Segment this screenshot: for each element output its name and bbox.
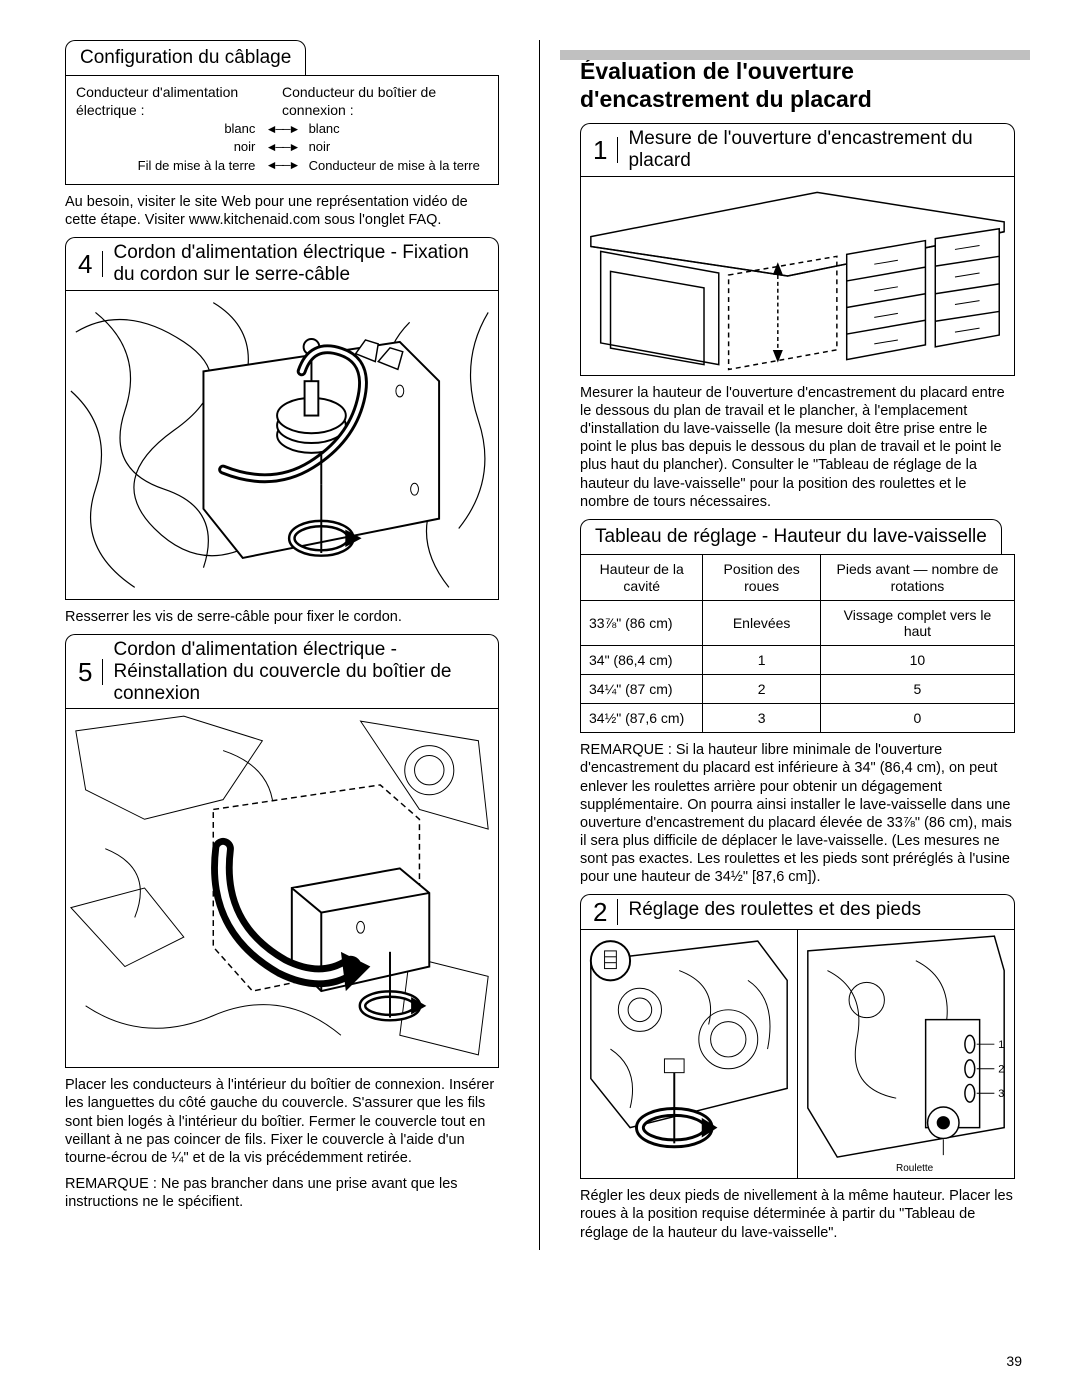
step4-title: Cordon d'alimentation électrique - Fixat… <box>113 242 488 286</box>
table-cell: Enlevées <box>703 601 820 646</box>
step5-header: 5 Cordon d'alimentation électrique - Réi… <box>65 634 499 709</box>
left-column: Configuration du câblage Conducteur d'al… <box>50 40 540 1250</box>
table-header: Hauteur de la cavité <box>581 554 703 601</box>
right-column: Évaluation de l'ouverture d'encastrement… <box>540 40 1030 1250</box>
step-number: 1 <box>587 137 618 163</box>
wire-right: Conducteur de mise à la terre <box>303 158 488 174</box>
roulette-label: Roulette <box>896 1163 933 1174</box>
page-number: 39 <box>1006 1353 1022 1369</box>
step4-header: 4 Cordon d'alimentation électrique - Fix… <box>65 237 499 290</box>
table-row: 34½" (87,6 cm) 3 0 <box>581 704 1015 733</box>
step4-illustration <box>65 290 499 600</box>
table-cell: 10 <box>820 646 1014 675</box>
table-cell: Vissage complet vers le haut <box>820 601 1014 646</box>
mark-1: 1 <box>998 1039 1004 1051</box>
table-cell: 34" (86,4 cm) <box>581 646 703 675</box>
mark-2: 2 <box>998 1064 1004 1076</box>
step1-illustration <box>580 176 1015 376</box>
step2-header: 2 Réglage des roulettes et des pieds <box>580 894 1015 929</box>
arrow-icon: ◄──► <box>261 140 302 155</box>
table-row: 34" (86,4 cm) 1 10 <box>581 646 1015 675</box>
step5-title: Cordon d'alimentation électrique - Réins… <box>113 639 488 705</box>
arrow-icon: ◄──► <box>261 122 302 137</box>
step2-illustration: 1 2 3 Roulette <box>580 929 1015 1179</box>
table-header: Position des roues <box>703 554 820 601</box>
table-cell: 1 <box>703 646 820 675</box>
step1-header: 1 Mesure de l'ouverture d'encastrement d… <box>580 123 1015 176</box>
section-title: Évaluation de l'ouverture d'encastrement… <box>580 58 1015 113</box>
table-header: Pieds avant — nombre de rotations <box>820 554 1014 601</box>
step4-caption: Resserrer les vis de serre-câble pour fi… <box>65 608 499 626</box>
table-cell: 33⅞" (86 cm) <box>581 601 703 646</box>
page: Configuration du câblage Conducteur d'al… <box>0 0 1080 1290</box>
table-cell: 34¼" (87 cm) <box>581 675 703 704</box>
config-col2-header: Conducteur du boîtier de connexion : <box>282 84 488 119</box>
wire-left: Fil de mise à la terre <box>76 158 261 174</box>
mark-3: 3 <box>998 1089 1004 1101</box>
step2-caption: Régler les deux pieds de nivellement à l… <box>580 1187 1015 1241</box>
config-note: Au besoin, visiter le site Web pour une … <box>65 193 499 229</box>
table-cell: 3 <box>703 704 820 733</box>
table-cell: 5 <box>820 675 1014 704</box>
table-note: REMARQUE : Si la hauteur libre minimale … <box>580 741 1015 886</box>
step5-illustration <box>65 708 499 1068</box>
wire-left: noir <box>76 139 261 155</box>
table-cell: 2 <box>703 675 820 704</box>
wire-left: blanc <box>76 121 261 137</box>
table-row: 34¼" (87 cm) 2 5 <box>581 675 1015 704</box>
step-number: 4 <box>72 251 103 277</box>
step-number: 5 <box>72 659 103 685</box>
wire-right: noir <box>303 139 488 155</box>
wire-row: Fil de mise à la terre ◄──► Conducteur d… <box>76 158 488 174</box>
height-adjustment-table: Hauteur de la cavité Position des roues … <box>580 554 1015 734</box>
step1-title: Mesure de l'ouverture d'encastrement du … <box>628 128 1004 172</box>
config-col1-header: Conducteur d'alimentation électrique : <box>76 84 282 119</box>
table-row: 33⅞" (86 cm) Enlevées Vissage complet ve… <box>581 601 1015 646</box>
step5-caption: Placer les conducteurs à l'intérieur du … <box>65 1076 499 1167</box>
arrow-icon: ◄──► <box>261 158 302 173</box>
step-number: 2 <box>587 899 618 925</box>
table-cell: 0 <box>820 704 1014 733</box>
wiring-config-box: Conducteur d'alimentation électrique : C… <box>65 75 499 185</box>
table-cell: 34½" (87,6 cm) <box>581 704 703 733</box>
wire-right: blanc <box>303 121 488 137</box>
header-gray-bar <box>560 50 1030 60</box>
table-tab: Tableau de réglage - Hauteur du lave-vai… <box>580 519 1002 554</box>
config-tab-header: Configuration du câblage <box>65 40 306 75</box>
wire-row: noir ◄──► noir <box>76 139 488 155</box>
step1-caption: Mesurer la hauteur de l'ouverture d'enca… <box>580 384 1015 511</box>
wire-row: blanc ◄──► blanc <box>76 121 488 137</box>
step2-title: Réglage des roulettes et des pieds <box>628 899 921 921</box>
step2-illus-right: 1 2 3 Roulette <box>797 929 1015 1179</box>
step2-illus-left <box>580 929 797 1179</box>
step5-remark: REMARQUE : Ne pas brancher dans une pris… <box>65 1175 499 1211</box>
